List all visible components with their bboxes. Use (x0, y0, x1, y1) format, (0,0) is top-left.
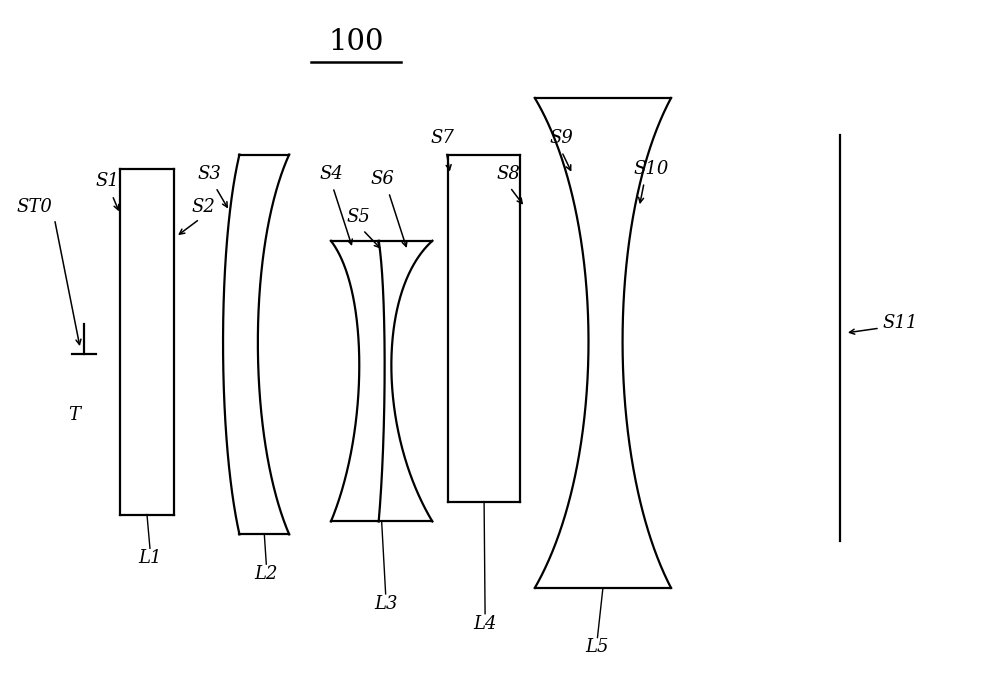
Text: S2: S2 (192, 198, 216, 216)
Text: L2: L2 (255, 565, 278, 583)
Text: L3: L3 (374, 595, 397, 613)
Text: S3: S3 (198, 165, 222, 183)
Text: S8: S8 (496, 165, 520, 183)
Text: S5: S5 (347, 208, 371, 226)
Text: T: T (68, 406, 80, 424)
Text: ST0: ST0 (17, 198, 53, 216)
Text: S4: S4 (319, 165, 343, 183)
Text: S1: S1 (95, 172, 119, 191)
Text: S6: S6 (371, 170, 395, 188)
Text: S9: S9 (550, 129, 574, 146)
Text: 100: 100 (328, 28, 384, 56)
Text: S11: S11 (882, 314, 917, 332)
Text: L1: L1 (138, 549, 162, 567)
Text: L5: L5 (586, 639, 609, 656)
Text: L4: L4 (473, 615, 497, 633)
Text: S7: S7 (430, 129, 454, 146)
Text: S10: S10 (633, 161, 669, 178)
